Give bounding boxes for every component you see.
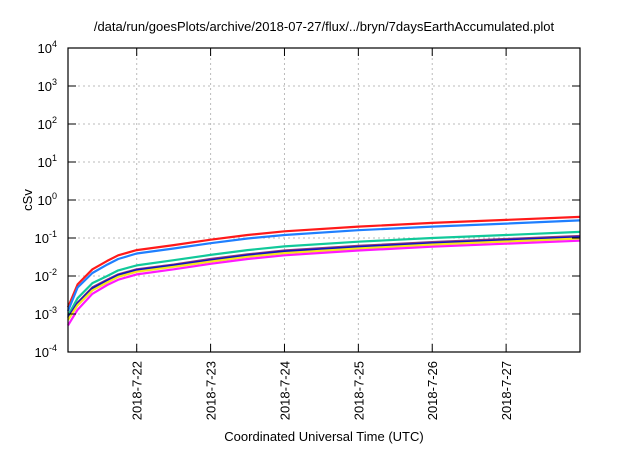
y-tick-label: 104 bbox=[38, 39, 57, 56]
series-line-magenta bbox=[67, 239, 581, 326]
series-line-red bbox=[66, 215, 581, 308]
y-tick-label: 10-3 bbox=[35, 305, 57, 322]
y-tick-label: 100 bbox=[38, 191, 57, 208]
x-axis-label: Coordinated Universal Time (UTC) bbox=[224, 429, 423, 444]
y-tick-label: 102 bbox=[38, 115, 57, 132]
x-tick-label: 2018-7-24 bbox=[277, 361, 292, 420]
chart-title: /data/run/goesPlots/archive/2018-07-27/f… bbox=[94, 19, 555, 34]
x-tick-label: 2018-7-25 bbox=[351, 361, 366, 420]
series-line-green bbox=[67, 230, 581, 317]
plot-frame bbox=[67, 47, 581, 353]
y-axis-label: cSv bbox=[20, 189, 35, 211]
series-line-yellow bbox=[67, 237, 581, 321]
grid bbox=[68, 48, 580, 352]
series-line-blue bbox=[66, 219, 581, 312]
series-line-darkblue bbox=[67, 236, 581, 319]
y-tick-label: 101 bbox=[38, 153, 57, 170]
y-tick-label: 10-2 bbox=[35, 267, 57, 284]
x-tick-label: 2018-7-26 bbox=[425, 361, 440, 420]
x-tick-label: 2018-7-22 bbox=[130, 361, 145, 420]
y-tick-label: 10-1 bbox=[35, 229, 57, 246]
x-tick-label: 2018-7-23 bbox=[204, 361, 219, 420]
axes: 10-4 10-3 10-2 10-1 100 101 102 103 104 2018-7-22… bbox=[35, 39, 581, 420]
x-tick-label: 2018-7-27 bbox=[499, 361, 514, 420]
y-tick-label: 10-4 bbox=[35, 343, 57, 360]
y-tick-label: 103 bbox=[38, 77, 57, 94]
series-group bbox=[66, 215, 581, 326]
